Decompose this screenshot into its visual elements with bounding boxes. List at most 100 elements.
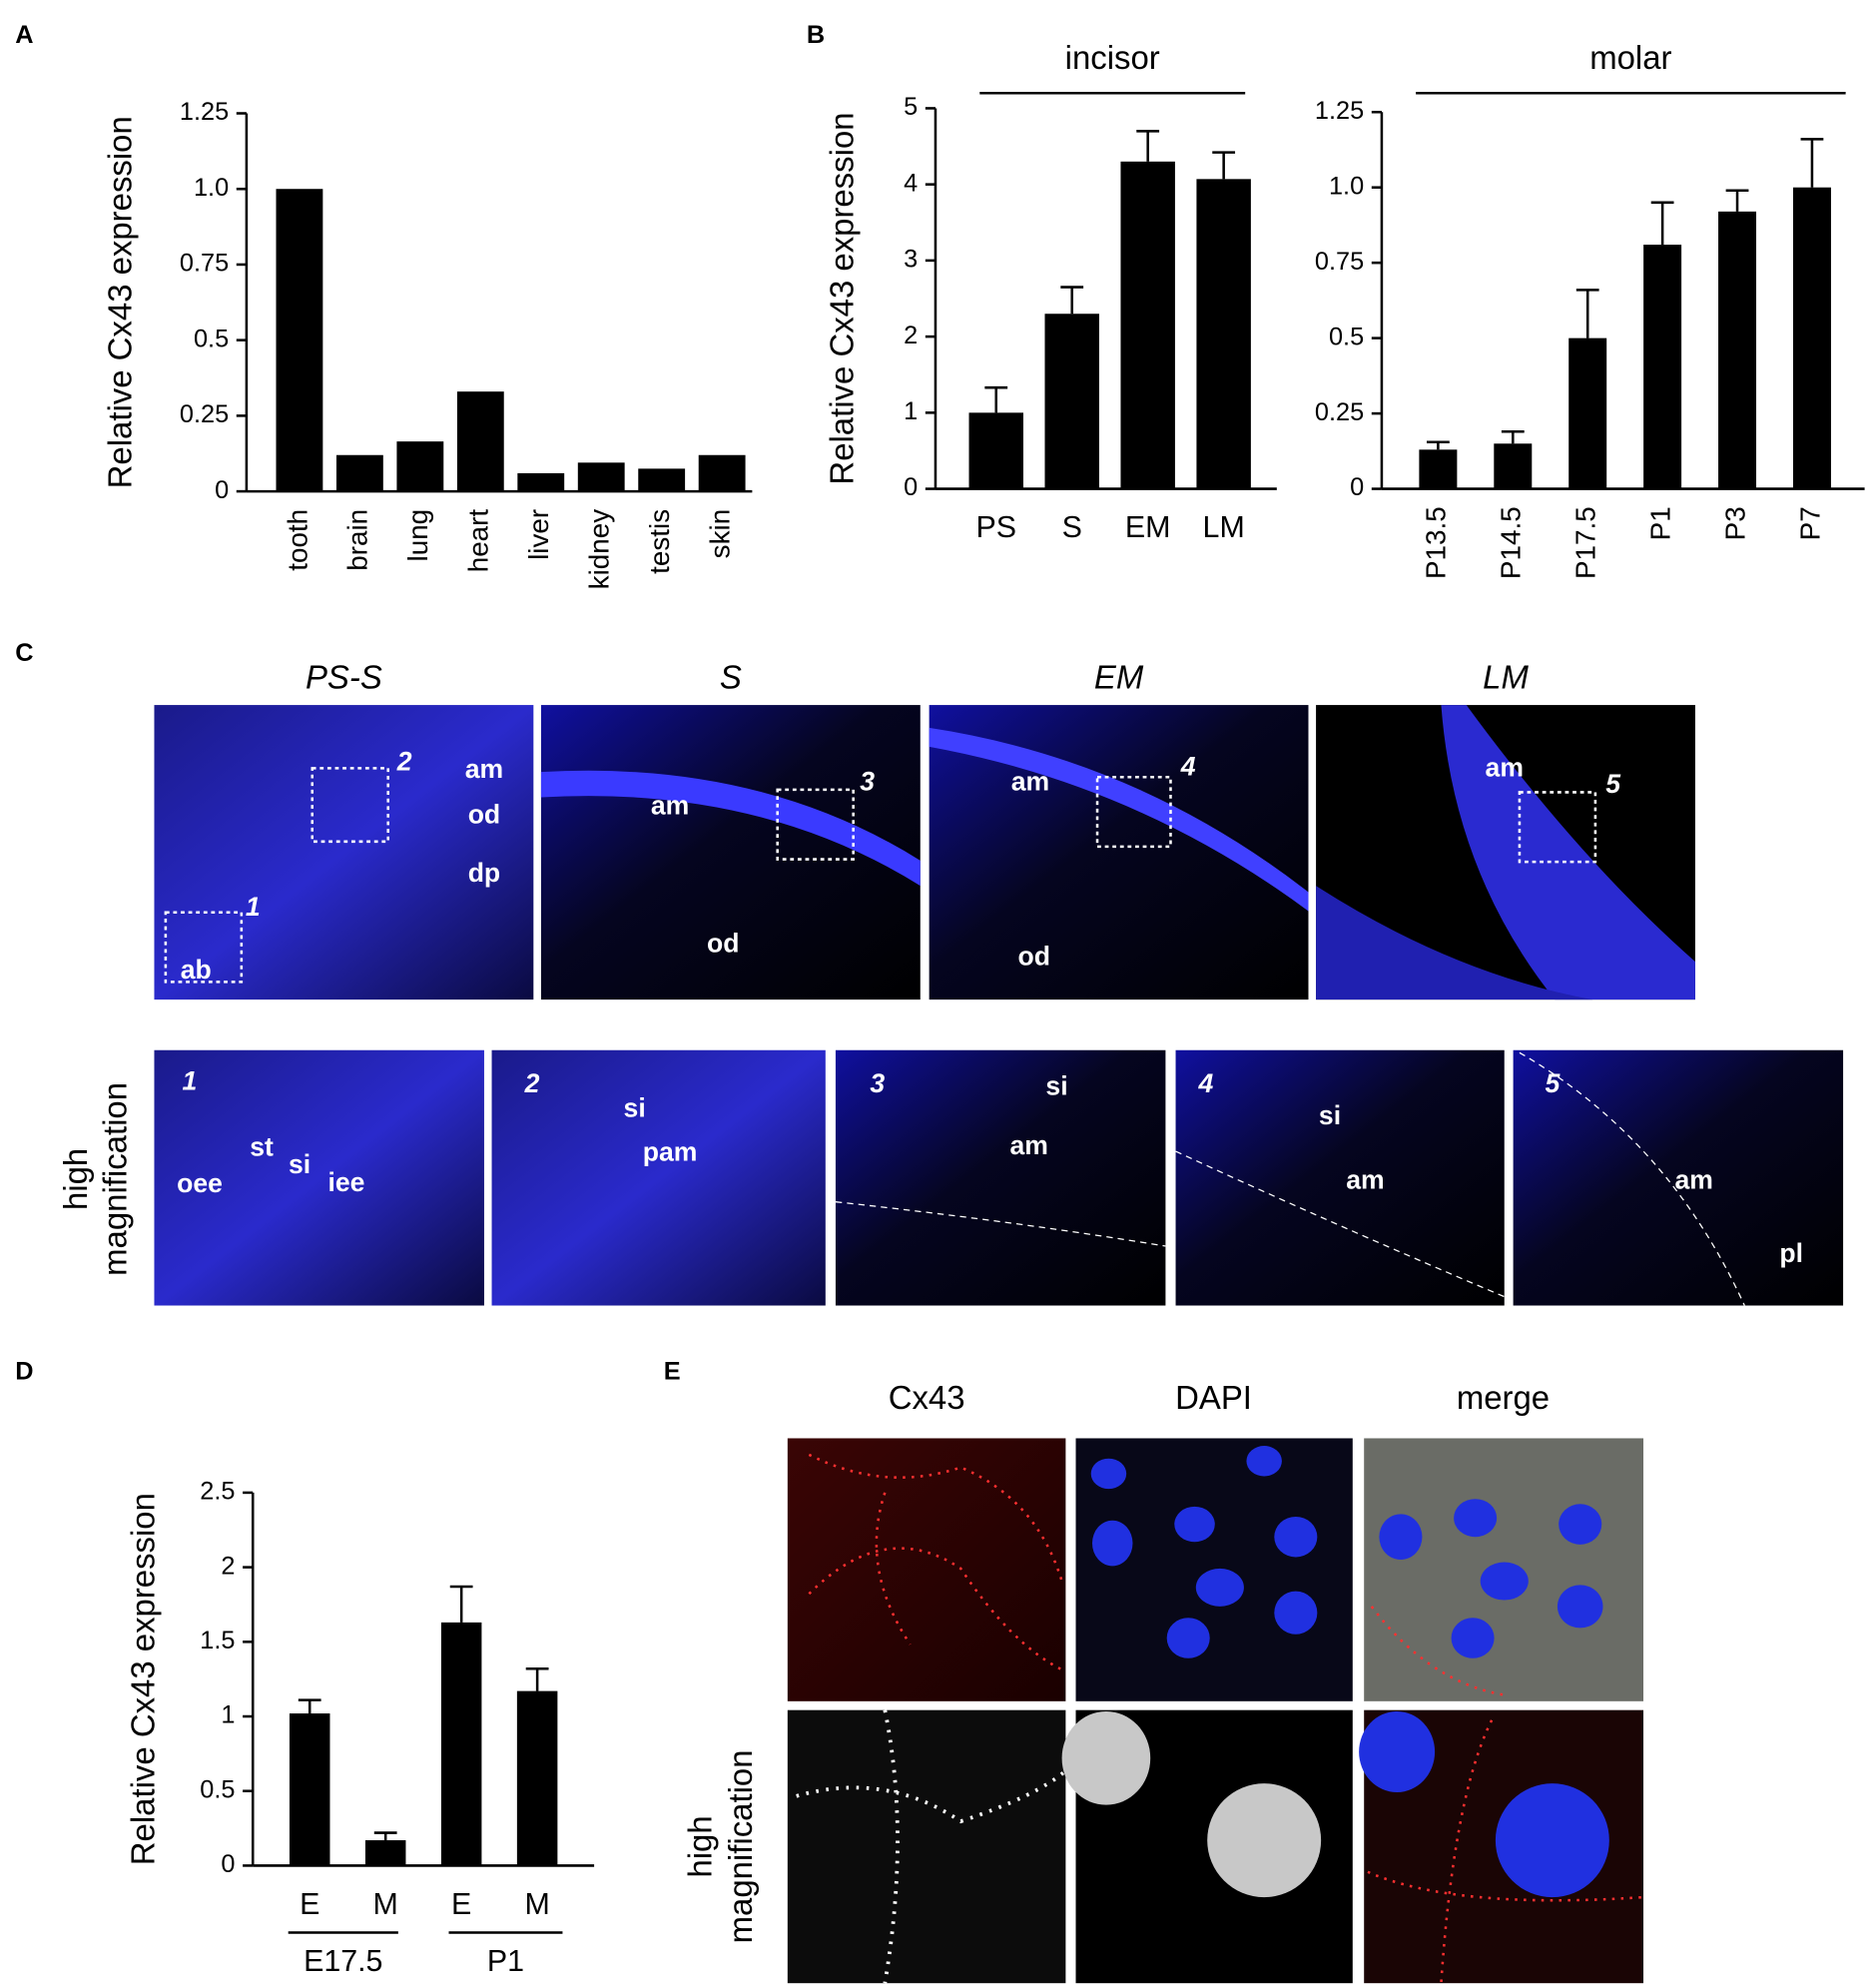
x-tick-label: S (1062, 510, 1082, 544)
tissue (929, 727, 1309, 912)
bar (516, 1690, 558, 1866)
bar (1568, 337, 1607, 489)
tissue-label: pl (1779, 1238, 1803, 1268)
inset-number: 1 (246, 892, 261, 922)
tissue-label: od (707, 929, 739, 959)
panel-title: LM (1483, 658, 1529, 695)
inset-box (1518, 791, 1597, 864)
x-tick-label: P14.5 (1496, 506, 1527, 579)
bar (517, 472, 565, 492)
y-tick-label: 3 (904, 246, 918, 274)
boundary (1519, 1051, 1745, 1306)
bar (396, 441, 444, 492)
tissue-label: st (250, 1132, 274, 1162)
membrane (808, 1453, 1644, 1984)
bar (289, 1713, 330, 1866)
panel-label: B (807, 21, 825, 49)
bar (1044, 314, 1099, 489)
y-tick-label: 1.25 (1315, 97, 1364, 125)
y-tick-label: 4 (904, 169, 918, 197)
tissue-label: am (1486, 753, 1524, 783)
inset-number: 2 (524, 1068, 540, 1098)
y-tick-label: 0 (215, 476, 229, 504)
tissue-label: od (468, 800, 500, 830)
row-label: magnification (96, 1082, 133, 1276)
bar (1718, 211, 1757, 489)
chart-title: incisor (1065, 39, 1160, 76)
bar (968, 412, 1023, 489)
micrograph (1175, 1049, 1505, 1306)
bar (1643, 245, 1682, 489)
x-tick-label: liver (523, 509, 554, 560)
tissue-label: am (651, 791, 689, 821)
bar (335, 454, 383, 492)
column-title: DAPI (1175, 1379, 1252, 1416)
x-tick-label: heart (463, 509, 494, 573)
boundary (835, 1201, 1166, 1247)
x-tick-label: P17.5 (1570, 506, 1601, 579)
row-label: magnification (722, 1749, 759, 1943)
tissue-label: od (1017, 941, 1049, 971)
bar (1196, 179, 1251, 489)
y-tick-label: 1 (221, 1701, 235, 1729)
boundary (1175, 1150, 1505, 1298)
x-tick-label: P7 (1794, 506, 1825, 540)
y-tick-label: 0.25 (1315, 398, 1364, 426)
panel-label: E (664, 1357, 681, 1385)
panel-label: A (15, 21, 33, 49)
nuclei (1061, 1710, 1322, 1898)
y-tick-label: 0 (904, 473, 918, 501)
tissue-label: si (624, 1092, 646, 1122)
bar (1494, 443, 1533, 489)
column-title: merge (1457, 1379, 1550, 1416)
inset-number: 3 (870, 1068, 885, 1098)
membrane (796, 1709, 1067, 1984)
micrograph (491, 1049, 826, 1306)
inset-box (776, 788, 855, 861)
row-label: high (682, 1815, 719, 1877)
panel-title: S (720, 658, 742, 695)
tissue (1441, 705, 1695, 1000)
x-tick-label: M (373, 1887, 398, 1921)
panel-title: EM (1094, 658, 1144, 695)
x-tick-label: brain (342, 509, 373, 571)
y-tick-label: 0.5 (200, 1775, 235, 1803)
x-tick-label: lung (402, 509, 433, 562)
inset-number: 1 (183, 1066, 198, 1096)
group-label: E17.5 (304, 1944, 382, 1978)
y-tick-label: 0.5 (1329, 323, 1364, 350)
inset-box (164, 911, 244, 984)
nuclei (1090, 1446, 1609, 1898)
tissue-label: si (289, 1149, 311, 1179)
inset-number: 5 (1605, 769, 1621, 799)
x-tick-label: kidney (584, 509, 615, 590)
y-tick-label: 0.5 (194, 325, 229, 352)
micrograph (787, 1709, 1066, 1984)
micrograph (835, 1049, 1166, 1306)
bar (276, 189, 323, 492)
bar (698, 454, 746, 492)
x-tick-label: testis (644, 509, 675, 574)
tissue-label: dp (468, 858, 500, 888)
y-tick-label: 1 (904, 397, 918, 425)
panel-label: D (15, 1357, 33, 1385)
y-tick-label: 0.25 (180, 400, 229, 428)
x-tick-label: M (524, 1887, 549, 1921)
y-tick-label: 1.0 (194, 174, 229, 202)
inset-number: 3 (860, 767, 875, 797)
micrograph (154, 705, 534, 1000)
y-tick-label: 0 (221, 1850, 235, 1878)
tissue-label: am (1011, 767, 1049, 797)
tissue (1316, 886, 1593, 1000)
y-tick-label: 1.0 (1329, 172, 1364, 200)
x-tick-label: P3 (1719, 506, 1750, 540)
tissue-label: am (465, 754, 503, 784)
micrograph (1513, 1049, 1844, 1306)
panel-title: PS-S (306, 658, 382, 695)
x-tick-label: E (300, 1887, 319, 1921)
chart-title: molar (1589, 39, 1671, 76)
inset-number: 4 (1198, 1068, 1214, 1098)
x-tick-label: skin (705, 509, 736, 559)
bar (1419, 449, 1458, 489)
